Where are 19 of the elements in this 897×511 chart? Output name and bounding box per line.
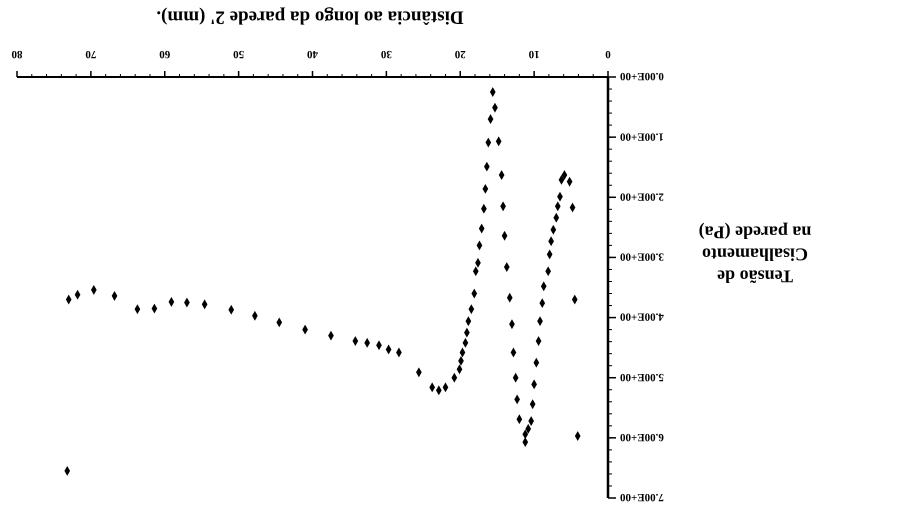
x-tick-label: 80 bbox=[11, 48, 22, 60]
x-tick-label: 0 bbox=[604, 48, 611, 60]
y-tick-label: 4.00E+00 bbox=[620, 310, 664, 323]
x-tick-label: 30 bbox=[380, 48, 392, 60]
x-tick-label: 10 bbox=[528, 48, 540, 60]
x-tick-label: 70 bbox=[84, 48, 96, 60]
y-tick-label: 7.00E+00 bbox=[620, 491, 664, 504]
x-axis-title: Distância ao longo da parede 2' (mm). bbox=[156, 6, 464, 28]
y-tick-label: 2.00E+00 bbox=[620, 190, 664, 202]
y-tick-label: 5.00E+00 bbox=[620, 370, 664, 383]
y-tick-label: 6.00E+00 bbox=[620, 431, 664, 444]
y-axis-title: Tensão de Cisalhamento na parede (Pa) bbox=[698, 222, 812, 287]
x-tick-label: 50 bbox=[232, 48, 244, 60]
y-tick-label: 0.00E+00 bbox=[620, 70, 664, 82]
x-tick-label: 40 bbox=[306, 48, 318, 60]
x-tick-label: 60 bbox=[158, 48, 170, 60]
x-tick-label: 20 bbox=[454, 48, 466, 60]
y-tick-label: 3.00E+00 bbox=[620, 250, 664, 263]
y-tick-label: 1.00E+00 bbox=[620, 130, 664, 142]
